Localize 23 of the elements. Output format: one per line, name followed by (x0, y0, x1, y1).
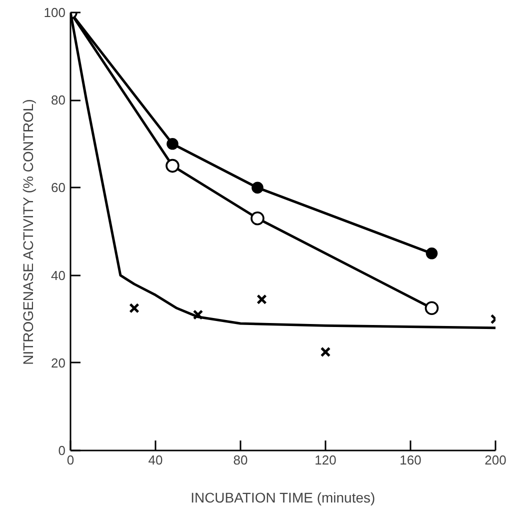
x-axis-title: INCUBATION TIME (minutes) (190, 490, 376, 506)
point (320, 346, 331, 358)
x-tick-label: 120 (314, 452, 336, 468)
y-tick-label: 100 (44, 5, 66, 20)
x-tick-label: 200 (484, 452, 506, 468)
x-tick-label: 80 (233, 452, 248, 468)
point (129, 303, 140, 314)
point (252, 182, 264, 194)
y-axis-title: NITROGENASE ACTIVITY (% CONTROL) (20, 99, 36, 365)
y-tick-label: 20 (51, 355, 66, 370)
x-tick-label: 160 (400, 452, 422, 468)
y-tick-label: 0 (58, 443, 66, 458)
point (424, 301, 439, 316)
point (166, 138, 178, 150)
point (256, 294, 267, 305)
point (250, 211, 264, 226)
y-tick-label: 80 (51, 92, 66, 108)
point (166, 158, 180, 173)
point (426, 248, 438, 260)
y-tick-label: 60 (51, 180, 66, 196)
x-tick-label: 40 (148, 452, 163, 468)
point (192, 310, 204, 320)
y-tick-label: 40 (51, 268, 66, 283)
